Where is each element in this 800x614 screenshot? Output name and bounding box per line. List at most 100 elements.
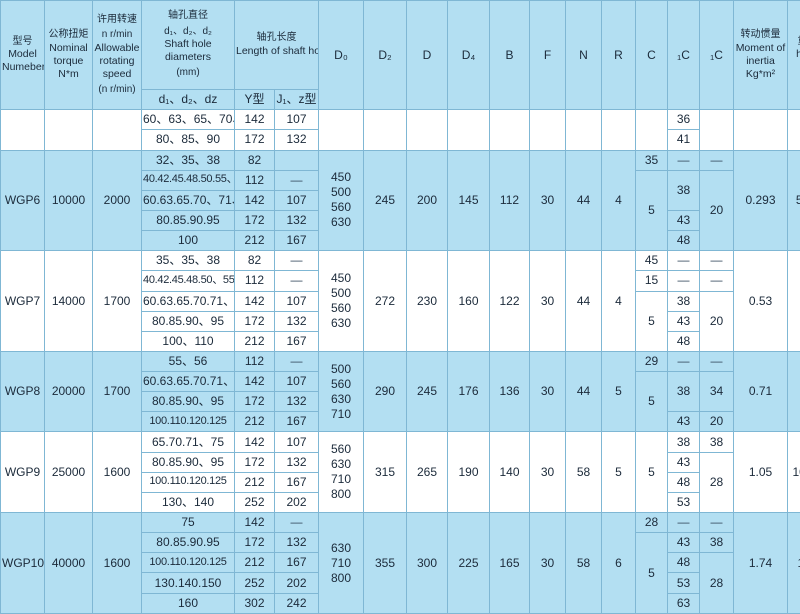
- cell-c: 29: [635, 350, 668, 373]
- cell-r: 6: [601, 512, 636, 614]
- cell-bore-y: 212: [234, 411, 275, 433]
- cell-n: 44: [565, 350, 602, 433]
- cell-bore-jz: —: [274, 250, 319, 272]
- header-d4: D₄: [447, 0, 490, 111]
- cell-d4: 176: [447, 350, 490, 433]
- table-row: WGP10 40000 1600 75 142 — 630 710 800 35…: [0, 512, 800, 614]
- cell-speed: 1700: [92, 350, 142, 433]
- cell-bore-jz: 167: [274, 552, 319, 574]
- cell-bore-dia: 80.85.90、95: [141, 391, 235, 413]
- cell-bore-y: 142: [234, 189, 275, 211]
- cell-d: 230: [406, 250, 448, 352]
- cell-bore-jz: 167: [274, 471, 319, 493]
- cell-torque: 14000: [44, 250, 93, 352]
- table-row: 130.140.150 252 202 53: [1, 572, 800, 594]
- cell-bore-y: 172: [234, 209, 275, 232]
- cell-b: 165: [489, 512, 530, 614]
- cell-n: [565, 109, 602, 151]
- header-c2: ₁C: [699, 0, 734, 111]
- cell-d4: 145: [447, 149, 490, 252]
- cell-bore-y: 112: [234, 169, 275, 191]
- cell-c1: 48: [667, 471, 700, 493]
- cell-bore-jz: 132: [274, 310, 319, 332]
- cell-c2: 34: [699, 371, 734, 413]
- cell-bore-y: 142: [234, 512, 275, 534]
- cell-c: 5: [635, 169, 668, 252]
- cell-c1: —: [667, 149, 700, 171]
- cell-d0: 450 500 560 630: [318, 149, 364, 252]
- header-weight: 重量 hight Kg: [787, 0, 800, 111]
- cell-bore-dia: 100.110.120.125: [141, 471, 235, 493]
- cell-c1: 63: [667, 592, 700, 614]
- header-shaft-hole-diameters: 轴孔直径 d₁、d₂、d₂ Shaft hole diameters (mm): [141, 0, 235, 91]
- cell-d0: [318, 109, 364, 151]
- cell-bore-jz: 132: [274, 129, 319, 151]
- cell-r: 5: [601, 350, 636, 433]
- cell-bore-dia: 80.85.90、95: [141, 451, 235, 473]
- table-row: 80.85.90.95 172 132 5 43 38: [1, 532, 800, 614]
- cell-inertia: 1.05: [733, 431, 788, 514]
- cell-bore-dia: 40.42.45.48.50、55、56: [141, 270, 235, 292]
- cell-bore-y: 112: [234, 350, 275, 373]
- cell-torque: 10000: [44, 149, 93, 252]
- cell-c2: 38: [699, 431, 734, 453]
- cell-bore-y: 212: [234, 552, 275, 574]
- cell-c1: 36: [667, 109, 700, 131]
- cell-d2: [363, 109, 407, 151]
- cell-f: [529, 109, 566, 151]
- table-row: 100.110.120.125 212 167 48: [1, 471, 800, 493]
- header-d2: D₂: [363, 0, 407, 111]
- cell-bore-jz: 242: [274, 592, 319, 614]
- cell-bore-jz: 132: [274, 451, 319, 473]
- cell-bore-y: 212: [234, 471, 275, 493]
- cell-f: 30: [529, 250, 566, 352]
- cell-n: 58: [565, 512, 602, 614]
- cell-inertia: 1.74: [733, 512, 788, 614]
- cell-c1: 53: [667, 491, 700, 514]
- cell-speed: [92, 109, 142, 151]
- cell-b: 122: [489, 250, 530, 352]
- header-n: N: [565, 0, 602, 111]
- cell-n: 44: [565, 250, 602, 352]
- cell-c1: —: [667, 512, 700, 534]
- cell-c: 5: [635, 371, 668, 433]
- cell-bore-jz: 107: [274, 371, 319, 393]
- cell-d0: 560 630 710 800: [318, 431, 364, 514]
- header-y-type: Y型: [234, 89, 275, 111]
- header-d0: D₀: [318, 0, 364, 111]
- cell-bore-y: 172: [234, 451, 275, 473]
- cell-model: WGP7: [0, 250, 45, 352]
- cell-d2: 272: [363, 250, 407, 352]
- header-d: D: [406, 0, 448, 111]
- table-row: 160 302 242 63: [1, 592, 800, 614]
- cell-bore-dia: 80.85.90.95: [141, 209, 235, 232]
- cell-bore-jz: 167: [274, 411, 319, 433]
- cell-speed: 1600: [92, 431, 142, 514]
- cell-bore-y: 252: [234, 572, 275, 594]
- cell-d: 200: [406, 149, 448, 252]
- cell-c1: —: [667, 350, 700, 373]
- cell-d0: 500 560 630 710: [318, 350, 364, 433]
- header-c1: ₁C: [667, 0, 700, 111]
- cell-d0: 630 710 800: [318, 512, 364, 614]
- table-row: WGP8 20000 1700 55、56 112 — 500 560 630 …: [0, 350, 800, 433]
- cell-d: [406, 109, 448, 151]
- cell-model: WGP8: [0, 350, 45, 433]
- cell-d: 245: [406, 350, 448, 433]
- cell-bore-jz: 132: [274, 209, 319, 232]
- cell-bore-dia: 130.140.150: [141, 572, 235, 594]
- cell-bore-jz: 167: [274, 330, 319, 352]
- cell-weight: [787, 109, 800, 151]
- cell-speed: 1700: [92, 250, 142, 352]
- cell-c: 35: [635, 149, 668, 171]
- cell-c1: 43: [667, 411, 700, 433]
- cell-d0: 450 500 560 630: [318, 250, 364, 352]
- cell-c1: 43: [667, 532, 700, 554]
- cell-model: [0, 109, 45, 151]
- cell-d2: 315: [363, 431, 407, 514]
- table-row: 100.110.120.125 212 167 48 28: [1, 552, 800, 614]
- cell-d2: 245: [363, 149, 407, 252]
- header-allowable-speed: 许用转速 n r/min Allowable rotating speed (n…: [92, 0, 142, 111]
- cell-d4: 225: [447, 512, 490, 614]
